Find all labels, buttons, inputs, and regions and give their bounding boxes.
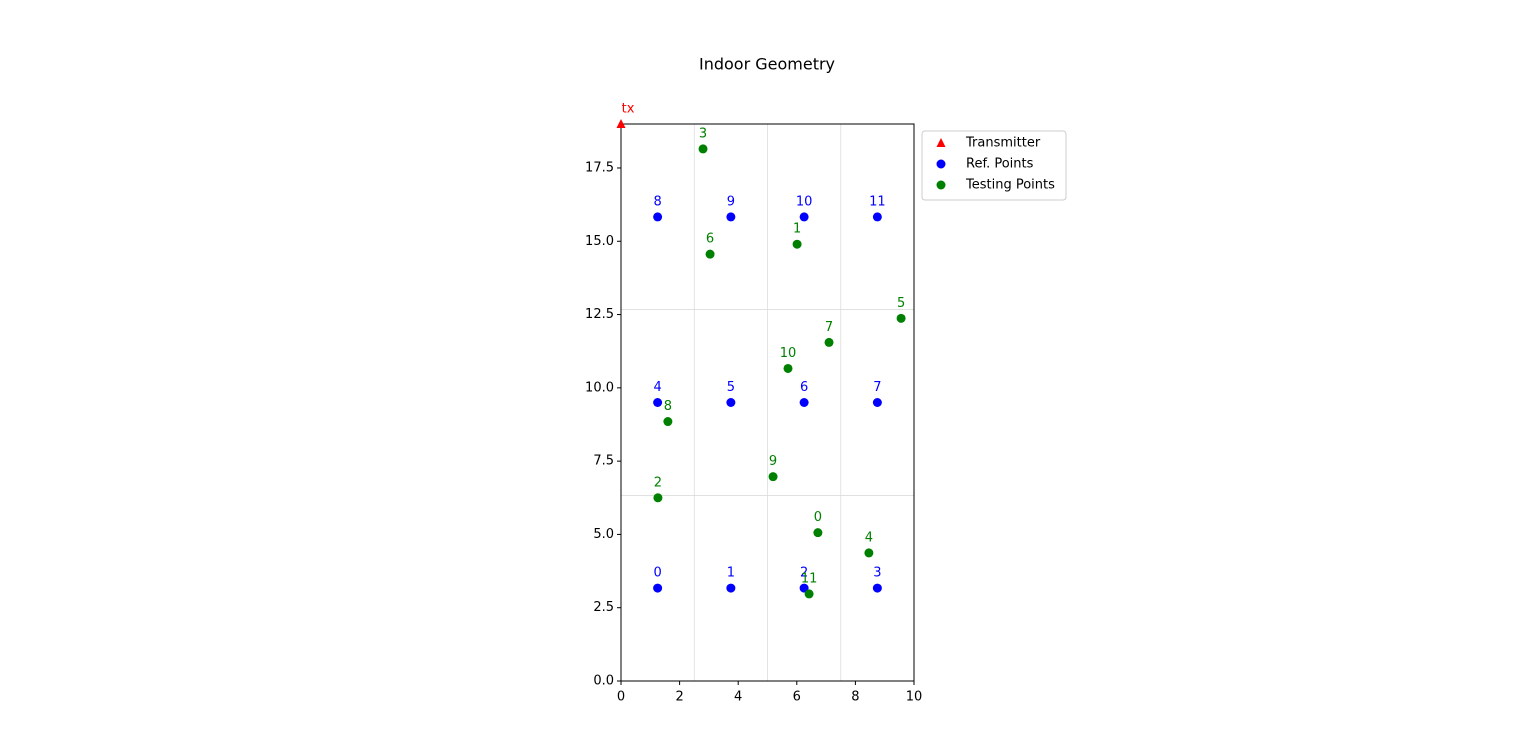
point [783, 363, 793, 373]
y-tick-label: 10.0 [585, 380, 614, 395]
point [792, 239, 802, 249]
point [896, 313, 906, 323]
x-tick-label: 8 [851, 690, 859, 705]
point-label: 7 [873, 380, 881, 395]
x-tick-label: 10 [906, 690, 923, 705]
plot-frame [620, 123, 915, 682]
point [653, 583, 663, 593]
x-tick-label: 0 [617, 690, 625, 705]
y-tick-label: 2.5 [593, 600, 614, 615]
point-label: 1 [727, 566, 735, 581]
point-label: 11 [801, 571, 818, 586]
point-label: 10 [780, 346, 797, 361]
point [726, 583, 736, 593]
legend-marker [936, 138, 946, 147]
point-label: 9 [769, 454, 777, 469]
legend-label: Transmitter [965, 136, 1041, 151]
point-label: 0 [653, 566, 661, 581]
y-tick-label: 17.5 [585, 160, 614, 175]
legend-label: Testing Points [965, 178, 1055, 193]
point [616, 119, 626, 128]
point-label: 10 [796, 194, 813, 209]
point [799, 398, 809, 407]
point-label: tx [622, 102, 635, 117]
point [698, 144, 708, 154]
point [653, 493, 663, 503]
x-tick-label: 6 [793, 690, 801, 705]
point [872, 583, 882, 593]
point-label: 0 [814, 510, 822, 525]
point [768, 472, 778, 482]
point-label: 8 [653, 194, 661, 209]
point-label: 3 [699, 126, 707, 141]
y-tick-label: 12.5 [585, 307, 614, 322]
legend-marker [936, 159, 946, 169]
point [653, 212, 663, 222]
point [799, 583, 809, 593]
point [864, 548, 874, 558]
point-label: 5 [727, 380, 735, 395]
legend: Transmitter Ref. Points Testing Points [921, 130, 1067, 201]
point-label: 3 [873, 566, 881, 581]
point-label: 7 [825, 320, 833, 335]
point-label: 4 [865, 530, 873, 545]
point [726, 212, 736, 222]
point [813, 528, 823, 538]
point-label: 11 [869, 194, 886, 209]
point [726, 398, 736, 407]
legend-frame [921, 130, 1067, 201]
point [872, 398, 882, 407]
y-tick-label: 5.0 [593, 527, 614, 542]
point-label: 4 [653, 380, 661, 395]
point [705, 249, 715, 259]
point [653, 398, 663, 407]
x-tick-label: 2 [675, 690, 683, 705]
point [804, 589, 814, 599]
point-label: 2 [654, 475, 662, 490]
point-label: 6 [800, 380, 808, 395]
point-label: 1 [793, 222, 801, 237]
chart-title: Indoor Geometry [699, 55, 835, 74]
point [799, 212, 809, 222]
point [824, 337, 834, 347]
y-tick-label: 7.5 [593, 454, 614, 469]
x-tick-label: 4 [734, 690, 742, 705]
point [872, 212, 882, 222]
point-label: 6 [706, 232, 714, 247]
point-label: 9 [727, 194, 735, 209]
y-tick-label: 15.0 [585, 234, 614, 249]
point-label: 8 [664, 399, 672, 414]
point-label: 5 [897, 296, 905, 311]
legend-label: Ref. Points [966, 157, 1034, 172]
legend-marker [936, 180, 946, 190]
y-tick-label: 0.0 [593, 674, 614, 689]
point [663, 417, 673, 427]
point-label: 2 [800, 566, 808, 581]
